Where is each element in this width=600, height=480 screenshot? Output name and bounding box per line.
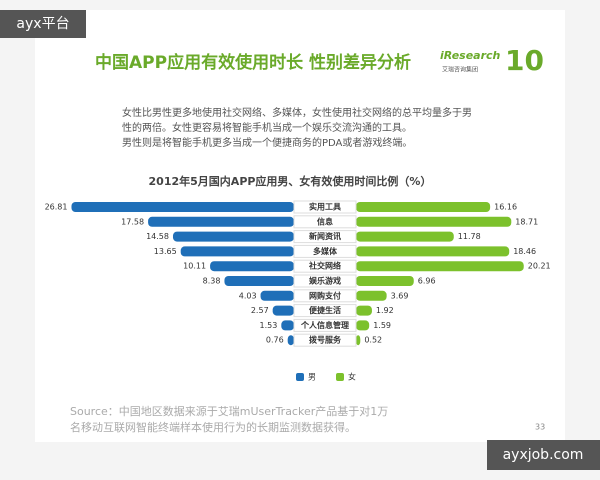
legend-swatch xyxy=(296,373,304,381)
value-label: 2.57 xyxy=(251,306,269,315)
bar xyxy=(356,202,491,212)
value-label: 16.16 xyxy=(494,203,517,212)
watermark: ayxjob.com xyxy=(503,447,584,463)
bar xyxy=(356,276,414,286)
category-box xyxy=(293,200,357,214)
category-box xyxy=(293,259,357,273)
watermark: ayx平台 xyxy=(16,16,69,32)
chart: 26.81 16.16 实用工具 17.58 18.71 信息 14.58 11.78 新闻资讯… xyxy=(45,200,551,382)
value-label: 1.59 xyxy=(373,321,391,330)
value-label: 18.71 xyxy=(515,217,538,226)
value-label: 1.53 xyxy=(259,321,277,330)
bar xyxy=(287,335,294,346)
value-label: 6.96 xyxy=(418,277,436,286)
value-label: 0.76 xyxy=(266,336,284,345)
category-label: 娱乐游戏 xyxy=(309,276,341,286)
bar xyxy=(356,305,372,316)
bar xyxy=(272,305,294,316)
value-label: 13.65 xyxy=(154,247,177,256)
value-label: 20.21 xyxy=(528,262,551,271)
category-box xyxy=(293,333,357,347)
category-box xyxy=(293,304,357,318)
bar xyxy=(356,231,454,242)
logo-ten: 10 xyxy=(505,44,544,77)
category-label: 实用工具 xyxy=(309,202,341,212)
category-label: 多媒体 xyxy=(313,246,338,256)
bar xyxy=(172,231,294,242)
description: 性的两倍。女性更容易将智能手机当成一个娱乐交流沟通的工具。 xyxy=(122,121,412,134)
watermark-box xyxy=(487,440,600,470)
category-label: 网购支付 xyxy=(309,290,341,300)
value-label: 3.69 xyxy=(391,291,409,300)
category-label: 拨号服务 xyxy=(309,335,342,345)
bar xyxy=(210,261,294,272)
legend-label: 女 xyxy=(348,372,356,382)
bar xyxy=(281,320,294,331)
description: 男性则是将智能手机更多当成一个便捷商务的PDA或者游戏终端。 xyxy=(122,136,412,149)
page-number: 33 xyxy=(535,423,545,432)
bar xyxy=(180,246,294,257)
bar xyxy=(260,290,294,301)
category-label: 个人信息管理 xyxy=(300,320,349,330)
category-label: 社交网络 xyxy=(308,261,341,271)
legend-swatch xyxy=(336,373,344,381)
category-label: 信息 xyxy=(317,216,333,226)
bar xyxy=(356,246,510,257)
bar xyxy=(356,216,512,227)
chart-title: 2012年5月国内APP应用男、女有效使用时间比例（%） xyxy=(149,174,432,188)
bar xyxy=(356,335,361,346)
watermark-box xyxy=(0,10,86,38)
value-label: 26.81 xyxy=(45,203,68,212)
value-label: 4.03 xyxy=(239,291,257,300)
source: Source：中国地区数据来源于艾瑞mUserTracker产品基于对1万 xyxy=(70,404,388,418)
bar xyxy=(148,216,294,227)
category-label: 便捷生活 xyxy=(309,305,341,315)
slide-title: 中国APP应用有效使用时长 性别差异分析 xyxy=(95,52,411,73)
value-label: 8.38 xyxy=(203,277,221,286)
value-label: 14.58 xyxy=(146,232,169,241)
value-label: 18.46 xyxy=(513,247,536,256)
bar xyxy=(356,320,370,331)
category-box xyxy=(293,230,357,244)
value-label: 0.52 xyxy=(364,336,382,345)
value-label: 10.11 xyxy=(183,262,206,271)
logo-brand: iResearch xyxy=(440,49,501,62)
category-box xyxy=(293,289,357,303)
source: 名移动互联网智能终端样本使用行为的长期监测数据获得。 xyxy=(70,420,356,434)
bar xyxy=(71,202,295,212)
legend-label: 男 xyxy=(308,373,316,382)
bar xyxy=(356,290,387,301)
logo-group: 艾瑞咨询集团 xyxy=(442,66,478,74)
category-box xyxy=(293,318,357,332)
category-box xyxy=(293,215,357,229)
bar xyxy=(224,276,294,286)
bar xyxy=(356,261,524,272)
category-label: 新闻资讯 xyxy=(309,231,341,241)
value-label: 17.58 xyxy=(121,217,144,226)
value-label: 1.92 xyxy=(376,306,394,315)
category-box xyxy=(293,274,357,288)
category-box xyxy=(293,244,357,258)
value-label: 11.78 xyxy=(458,232,481,241)
description: 女性比男性更多地使用社交网络、多媒体，女性使用社交网络的总平均量多于男 xyxy=(122,106,472,119)
